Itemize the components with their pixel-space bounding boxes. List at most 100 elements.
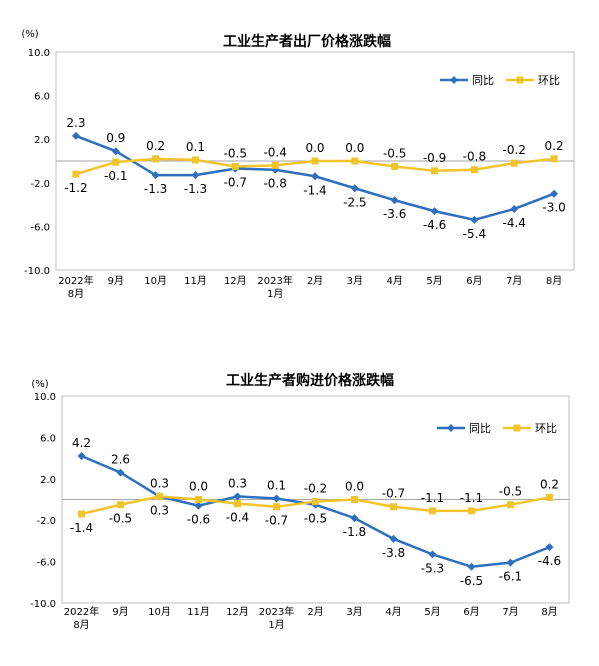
ppi-output-mom-point [550, 155, 558, 163]
ppi-purchase-mom-data-label: -1.1 [421, 491, 444, 505]
ppi-output-mom-point [271, 161, 279, 169]
ppi-output-yoy-point [311, 172, 319, 181]
ppi-purchase-yoy-data-label: -6.1 [499, 570, 522, 584]
ppi-purchase-mom-point [117, 501, 124, 509]
ppi-output-yoy-point [111, 147, 120, 156]
ppi-purchase-y-tick-label: -2.0 [36, 516, 56, 527]
ppi-output-yoy-point [430, 207, 439, 216]
ppi-purchase-mom-point [351, 496, 358, 503]
ppi-output-y-tick-label: -6.0 [30, 222, 50, 233]
ppi-purchase-chart: 工业生产者购进价格涨跌幅 (%) 10.0 6.0 2.0 -2.0 -6.0 -10.0 20… [0, 345, 599, 662]
ppi-output-mom-data-label: -0.5 [224, 146, 247, 160]
ppi-purchase-title: 工业生产者购进价格涨跌幅 [226, 372, 394, 389]
ppi-purchase-y-tick-label: 6.0 [40, 433, 56, 444]
ppi-output-y-tick-label: 2.0 [34, 135, 50, 146]
ppi-output-yoy-data-label: -4.4 [503, 216, 526, 230]
ppi-purchase-x-tick-label: 5月 [424, 606, 440, 618]
ppi-purchase-y-tick-label: 2.0 [40, 475, 56, 486]
ppi-output-legend-yoy-label: 同比 [472, 74, 494, 87]
ppi-purchase-yoy-data-label: 0.3 [228, 476, 247, 490]
ppi-output-mom-point [152, 155, 160, 163]
ppi-purchase-yoy-point [272, 494, 281, 503]
ppi-purchase-yoy-point [506, 558, 515, 567]
ppi-purchase-mom-data-label: -0.2 [304, 482, 327, 496]
ppi-purchase-yoy-point [389, 534, 398, 543]
ppi-purchase-mom-data-label: -0.5 [499, 485, 522, 499]
ppi-purchase-mom-point [390, 503, 397, 511]
ppi-output-yoy-point [191, 171, 200, 180]
ppi-purchase-yoy-data-label: -3.8 [382, 546, 405, 560]
ppi-output-mom-data-label: 0.1 [186, 140, 205, 154]
ppi-purchase-x-tick-label: 2022年 8月 [64, 605, 99, 631]
ppi-output-yoy-data-label: -5.4 [463, 227, 486, 241]
ppi-output-yoy-data-label: -4.6 [423, 218, 446, 232]
ppi-purchase-x-tick-label: 11月 [187, 606, 210, 618]
ppi-output-x-tick-label: 12月 [224, 275, 247, 287]
ppi-output-y-tick-label: 6.0 [34, 92, 50, 103]
ppi-output-yoy-data-label: -3.0 [542, 201, 565, 215]
ppi-output-x-tick-label: 5月 [426, 275, 442, 287]
ppi-output-x-tick-label: 2023年 1月 [257, 274, 292, 300]
ppi-output-chart: 工业生产者出厂价格涨跌幅 (%) 10.0 6.0 2.0 -2.0 -6.0 -10.0 20… [0, 0, 599, 320]
ppi-purchase-y-tick-label: -6.0 [36, 558, 56, 569]
ppi-purchase-yoy-data-label: 4.2 [72, 436, 91, 450]
ppi-purchase-yoy-data-label: 2.6 [111, 453, 130, 467]
ppi-output-mom-data-label: -0.8 [463, 150, 486, 164]
ppi-purchase-y-tick-label: -10.0 [30, 599, 56, 610]
ppi-purchase-yoy-data-label: -4.6 [538, 554, 561, 568]
ppi-purchase-x-tick-label: 3月 [346, 606, 362, 618]
ppi-output-y-tick-label: -10.0 [24, 266, 50, 277]
ppi-output-yoy-data-label: -3.6 [383, 207, 406, 221]
ppi-output-mom-point [191, 156, 199, 164]
ppi-output-yoy-point [550, 189, 559, 198]
ppi-purchase-yoy-point [350, 514, 359, 523]
ppi-purchase-yoy-data-label: -0.6 [187, 513, 210, 527]
ppi-purchase-x-tick-label: 6月 [463, 606, 479, 618]
ppi-output-yoy-point [390, 196, 399, 205]
ppi-purchase-legend-yoy-label: 同比 [469, 422, 491, 435]
ppi-purchase-chart-svg: 工业生产者购进价格涨跌幅 (%) 10.0 6.0 2.0 -2.0 -6.0 -10.0 20… [30, 372, 570, 631]
ppi-output-legend-mom-marker [516, 76, 524, 84]
ppi-purchase-mom-point [468, 507, 475, 515]
ppi-purchase-mom-data-label: -0.7 [382, 487, 405, 501]
ppi-purchase-mom-data-label: -1.4 [70, 521, 93, 535]
ppi-output-y-tick-label: 10.0 [28, 48, 50, 59]
ppi-output-legend: 同比 环比 [440, 74, 560, 87]
ppi-output-mom-point [470, 166, 478, 174]
ppi-purchase-mom-data-label: -1.1 [460, 491, 483, 505]
ppi-output-mom-data-label: -0.2 [503, 143, 526, 157]
ppi-output-x-tick-label: 9月 [108, 275, 124, 287]
ppi-purchase-mom-data-label: 0.0 [189, 480, 208, 494]
ppi-output-x-tick-label: 6月 [466, 275, 482, 287]
ppi-purchase-unit-label: (%) [31, 379, 48, 390]
ppi-output-legend-yoy-marker [450, 76, 458, 84]
ppi-output-x-tick-label: 2022年 8月 [58, 274, 93, 300]
ppi-purchase-mom-point [429, 507, 436, 515]
ppi-purchase-mom-data-label: 0.2 [540, 477, 559, 491]
ppi-output-mom-data-label: -0.5 [383, 146, 406, 160]
ppi-output-yoy-data-label: -1.3 [144, 182, 167, 196]
ppi-output-mom-data-label: -0.4 [263, 145, 286, 159]
ppi-purchase-y-tick-label: 10.0 [34, 392, 56, 403]
ppi-purchase-yoy-point [77, 452, 86, 461]
ppi-purchase-x-tick-label: 9月 [112, 606, 128, 618]
ppi-output-mom-point [351, 157, 359, 165]
ppi-output-x-tick-label: 8月 [546, 275, 562, 287]
ppi-purchase-yoy-point [194, 501, 203, 510]
ppi-purchase-x-tick-label: 4月 [385, 606, 401, 618]
ppi-purchase-mom-point [546, 493, 553, 501]
ppi-output-yoy-point [350, 184, 359, 193]
ppi-output-x-tick-label: 7月 [506, 275, 522, 287]
ppi-purchase-x-tick-label: 10月 [148, 606, 171, 618]
ppi-purchase-x-tick-label: 8月 [541, 606, 557, 618]
ppi-output-chart-svg: 工业生产者出厂价格涨跌幅 (%) 10.0 6.0 2.0 -2.0 -6.0 -10.0 20… [21, 29, 575, 300]
ppi-purchase-yoy-data-label: 0.1 [267, 478, 286, 492]
ppi-output-x-tick-label: 3月 [347, 275, 363, 287]
ppi-purchase-mom-data-label: 0.0 [345, 480, 364, 494]
ppi-output-yoy-point [151, 171, 160, 180]
ppi-purchase-yoy-data-label: -6.5 [460, 574, 483, 588]
ppi-output-x-tick-label: 4月 [387, 275, 403, 287]
ppi-output-mom-data-label: -1.2 [64, 181, 87, 195]
ppi-purchase-x-tick-label: 2023年 1月 [259, 605, 294, 631]
ppi-output-mom-point [391, 162, 399, 170]
